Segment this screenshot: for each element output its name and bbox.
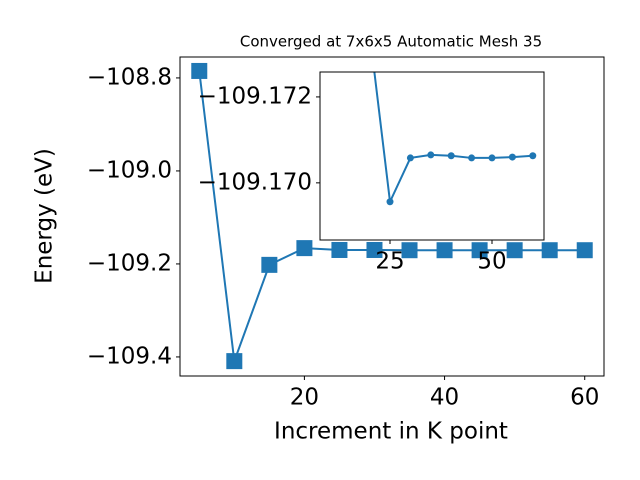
data-point <box>401 242 418 259</box>
y-tick-label: −109.172 <box>198 83 312 109</box>
chart-title: Converged at 7x6x5 Automatic Mesh 35 <box>240 33 542 51</box>
data-point <box>576 242 593 259</box>
plot-clip <box>191 62 593 370</box>
data-point <box>261 256 278 273</box>
data-point <box>366 241 383 258</box>
data-point <box>541 242 558 259</box>
y-tick-label: −109.0 <box>87 157 172 183</box>
data-point <box>331 241 348 258</box>
data-point <box>508 153 516 161</box>
x-tick-label: 25 <box>375 249 404 275</box>
x-tick-label: 50 <box>477 249 506 275</box>
x-axis-label: Increment in K point <box>274 419 508 445</box>
data-point <box>296 240 313 257</box>
data-point <box>529 152 537 160</box>
plot-clip <box>373 72 537 206</box>
y-tick-label: −109.4 <box>87 343 172 369</box>
y-tick-label: −109.170 <box>198 169 312 195</box>
axes-frame <box>179 56 605 377</box>
y-tick-label: −109.2 <box>87 250 172 276</box>
data-point <box>468 154 476 162</box>
x-tick-label: 60 <box>570 385 599 411</box>
axes-frame <box>319 71 545 241</box>
data-point <box>191 62 208 79</box>
data-point <box>488 154 496 162</box>
data-point <box>447 152 455 160</box>
data-point <box>506 242 523 259</box>
y-tick-label: −108.8 <box>87 64 172 90</box>
data-point <box>427 151 435 159</box>
y-axis-label: Energy (eV) <box>32 148 58 284</box>
data-point <box>226 353 243 370</box>
x-tick-label: 40 <box>430 385 459 411</box>
data-point <box>471 242 488 259</box>
x-tick-label: 20 <box>290 385 319 411</box>
data-point <box>406 154 414 162</box>
data-point <box>436 242 453 259</box>
data-point <box>386 198 394 206</box>
